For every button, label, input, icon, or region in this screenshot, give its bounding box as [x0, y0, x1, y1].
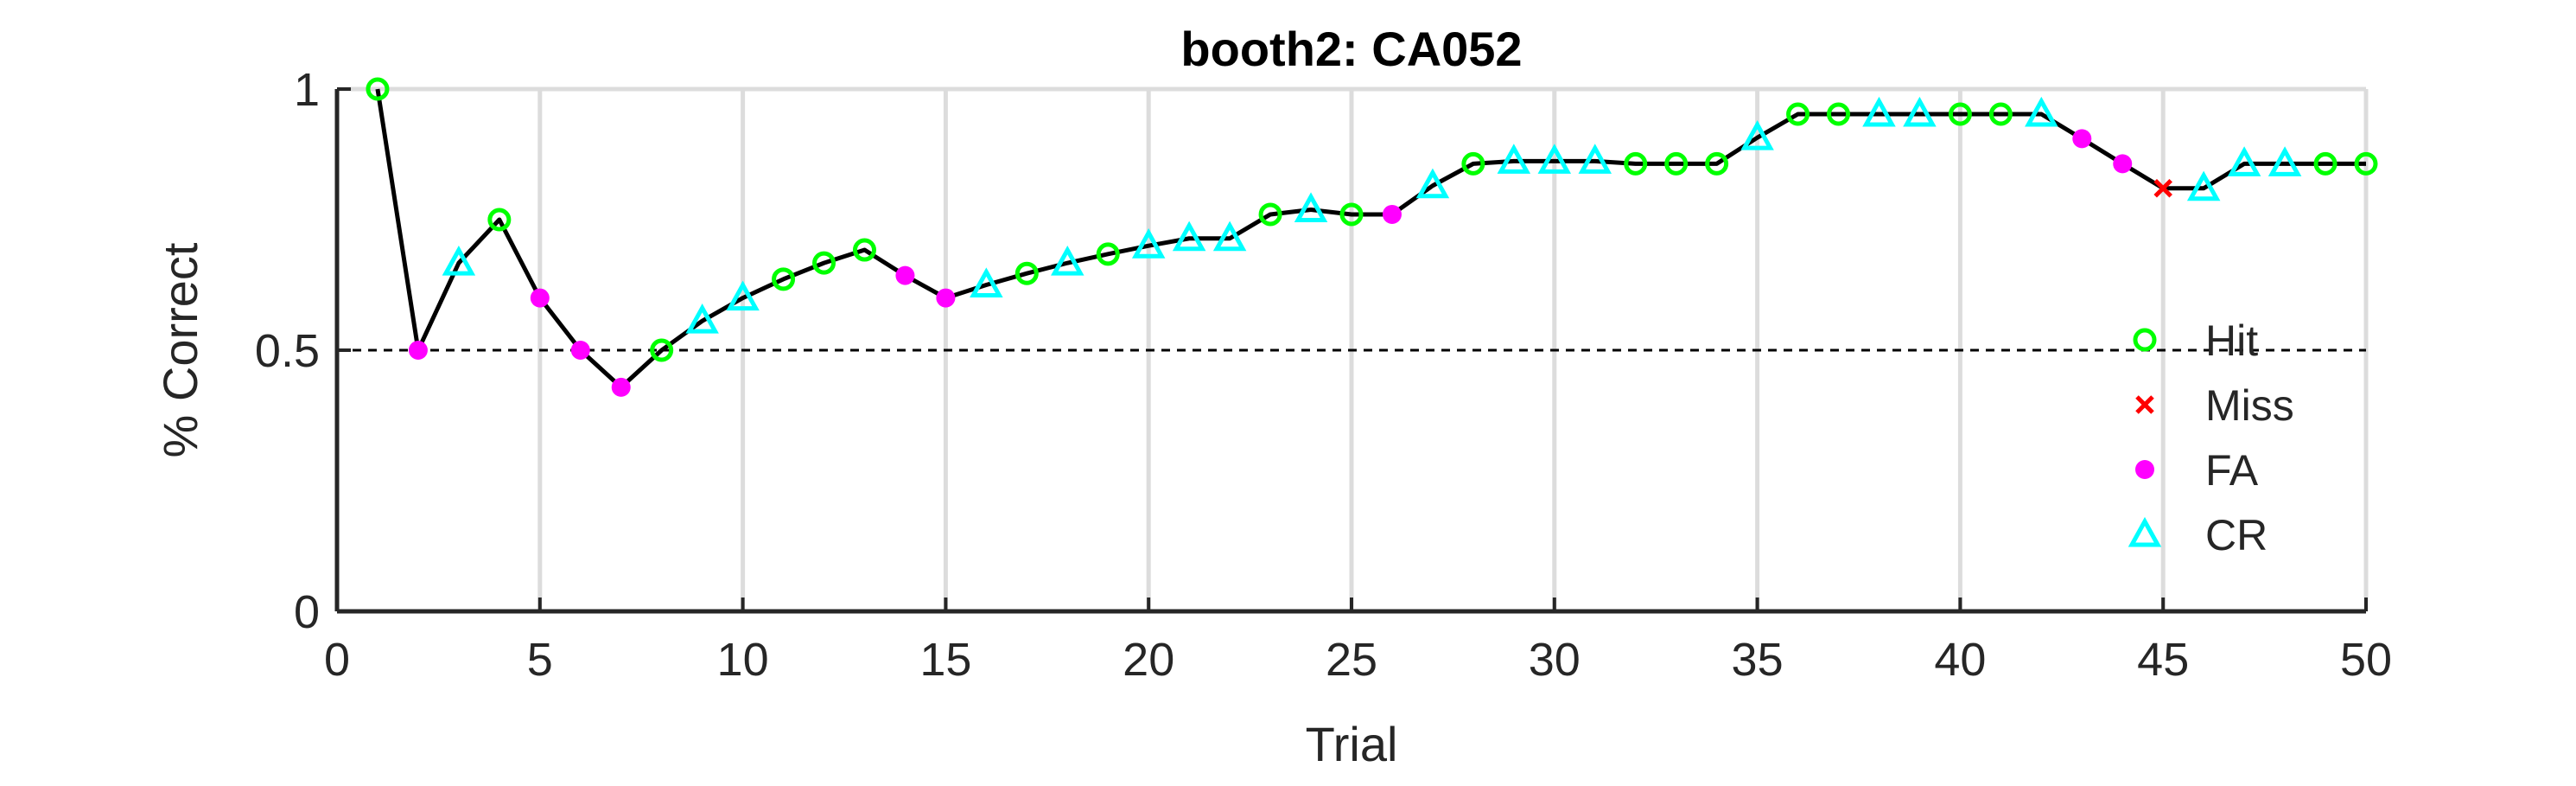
marker-trial-27 — [1415, 168, 1450, 199]
marker-trial-37 — [1827, 102, 1851, 126]
marker-trial-5 — [530, 288, 550, 308]
marker-trial-31 — [1578, 144, 1612, 174]
marker-trial-23 — [1258, 202, 1282, 227]
marker-trial-17 — [1014, 261, 1039, 285]
legend-marker-miss — [2135, 395, 2154, 414]
x-axis-label: Trial — [1306, 717, 1398, 771]
x-tick-label-5: 25 — [1326, 634, 1377, 686]
legend: Hit Miss FA CR — [2128, 316, 2294, 559]
marker-trial-13 — [852, 238, 876, 262]
marker-trial-8 — [650, 338, 674, 362]
marker-trial-9 — [685, 304, 719, 334]
marker-trial-30 — [1537, 144, 1572, 174]
x-tick-label-6: 30 — [1529, 634, 1581, 686]
marker-trial-24 — [1294, 192, 1328, 223]
marker-trial-42 — [2025, 96, 2058, 127]
marker-trial-33 — [1664, 151, 1689, 176]
marker-trial-22 — [1212, 220, 1247, 252]
marker-trial-50 — [2354, 151, 2378, 176]
marker-trial-7 — [611, 377, 631, 397]
marker-trial-43 — [2072, 129, 2092, 149]
x-tick-label-4: 20 — [1123, 634, 1174, 686]
axes: 0 5 10 15 20 25 30 35 40 45 50 0 0.5 1 — [255, 64, 2392, 686]
legend-label-miss: Miss — [2205, 381, 2294, 430]
marker-trial-21 — [1172, 220, 1206, 252]
marker-trial-11 — [772, 267, 796, 291]
marker-trial-12 — [812, 251, 836, 275]
x-tick-label-1: 5 — [527, 634, 553, 686]
x-tick-label-3: 15 — [919, 634, 971, 686]
series-line — [375, 88, 2366, 390]
x-tick-label-0: 0 — [324, 634, 350, 686]
y-tick-label-1: 0.5 — [255, 325, 320, 377]
y-tick-label-2: 1 — [294, 64, 320, 116]
marker-trial-29 — [1497, 144, 1531, 174]
y-tick-label-0: 0 — [294, 586, 320, 638]
x-tick-label-7: 35 — [1732, 634, 1784, 686]
marker-trial-49 — [2313, 151, 2337, 176]
x-tick-label-10: 50 — [2340, 634, 2392, 686]
y-axis-label: % Correct — [153, 242, 207, 457]
marker-trial-32 — [1624, 151, 1648, 176]
marker-trial-35 — [1740, 120, 1774, 150]
marker-trial-2 — [408, 341, 428, 360]
marker-trial-36 — [1786, 102, 1810, 126]
marker-trial-39 — [1903, 96, 1937, 127]
marker-trial-16 — [970, 267, 1003, 297]
marker-trial-26 — [1382, 204, 1402, 224]
x-tick-label-2: 10 — [717, 634, 769, 686]
markers — [366, 77, 2378, 397]
legend-marker-cr — [2128, 516, 2162, 547]
marker-trial-14 — [895, 265, 915, 285]
marker-trial-40 — [1948, 102, 1972, 126]
marker-trial-38 — [1862, 96, 1896, 127]
legend-marker-fa — [2135, 460, 2154, 479]
marker-trial-20 — [1131, 228, 1166, 259]
x-tick-label-9: 45 — [2137, 634, 2189, 686]
marker-trial-41 — [1988, 102, 2013, 126]
marker-trial-18 — [1051, 245, 1084, 276]
marker-trial-44 — [2113, 154, 2133, 174]
marker-trial-48 — [2268, 146, 2302, 176]
marker-trial-15 — [936, 288, 956, 308]
marker-trial-6 — [570, 341, 590, 360]
legend-label-cr: CR — [2205, 511, 2268, 559]
marker-trial-34 — [1705, 151, 1729, 176]
marker-trial-25 — [1339, 202, 1364, 227]
legend-label-hit: Hit — [2205, 316, 2258, 365]
legend-label-fa: FA — [2205, 446, 2259, 495]
marker-trial-45 — [2153, 178, 2172, 198]
marker-trial-3 — [442, 245, 476, 276]
marker-trial-1 — [366, 77, 390, 101]
marker-trial-10 — [726, 280, 760, 311]
chart-title: booth2: CA052 — [1180, 22, 1522, 76]
marker-trial-46 — [2186, 170, 2221, 201]
marker-trial-45-b — [2153, 178, 2172, 198]
marker-trial-28 — [1461, 151, 1485, 176]
legend-marker-miss-b — [2135, 395, 2154, 414]
marker-trial-19 — [1096, 242, 1120, 266]
marker-trial-47 — [2227, 146, 2261, 176]
marker-trial-4 — [487, 208, 512, 232]
x-tick-label-8: 40 — [1934, 634, 1986, 686]
series-polyline — [375, 88, 2366, 390]
legend-marker-hit — [2133, 328, 2157, 352]
